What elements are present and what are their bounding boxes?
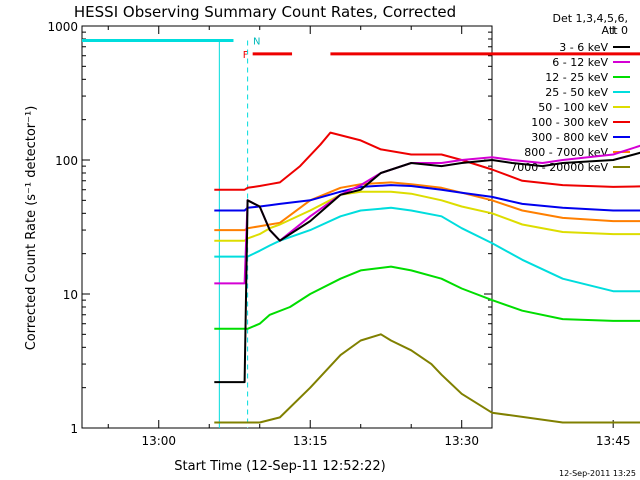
chart-title: HESSI Observing Summary Count Rates, Cor… (74, 3, 456, 21)
legend-entry-label: 7000 - 20000 keV (510, 161, 608, 174)
legend-header: Det 1,3,4,5,6, (552, 12, 628, 25)
series-line (214, 181, 640, 232)
legend-entry-label: 25 - 50 keV (545, 86, 608, 99)
series-line (214, 206, 640, 293)
legend-entry-label: 12 - 25 keV (545, 71, 608, 84)
x-axis-label: Start Time (12-Sep-11 12:52:22) (174, 459, 385, 474)
legend-entry-label: 3 - 6 keV (559, 41, 608, 54)
y-axis-label: Corrected Count Rate (s⁻¹ detector⁻¹) (24, 106, 39, 351)
series-line (214, 333, 640, 424)
legend: Det 1,3,4,5,6,Att 0 3 - 6 keV 6 - 12 keV 12… (510, 12, 630, 174)
series-line (214, 184, 640, 212)
y-tick-label: 10 (63, 288, 78, 302)
legend-entry-label: 800 - 7000 keV (524, 146, 608, 159)
series-line (214, 190, 640, 242)
x-tick-label: 13:00 (141, 434, 176, 448)
plot-frame (81, 25, 493, 429)
y-tick-label: 1 (70, 422, 78, 436)
series-line (214, 151, 640, 384)
legend-entry-label: 300 - 800 keV (531, 131, 608, 144)
y-tick-label: 100 (55, 154, 78, 168)
plot-area: 13:0013:1513:3013:4514:0014:1514:3011010… (47, 20, 640, 448)
legend-entry-label: 6 - 12 keV (552, 56, 608, 69)
legend-entry-label: 100 - 300 keV (531, 116, 608, 129)
timestamp: 12-Sep-2011 13:25 (559, 469, 636, 478)
x-tick-label: 13:30 (444, 434, 479, 448)
x-tick-label: 13:15 (293, 434, 328, 448)
flag-label-f: F (243, 50, 249, 61)
legend-header: Att 0 (602, 24, 628, 37)
series-line (214, 265, 640, 330)
flag-label-n: N (253, 36, 260, 47)
x-tick-label: 13:45 (596, 434, 631, 448)
legend-entry-label: 50 - 100 keV (538, 101, 608, 114)
y-tick-label: 1000 (47, 20, 78, 34)
series-line (214, 144, 640, 285)
